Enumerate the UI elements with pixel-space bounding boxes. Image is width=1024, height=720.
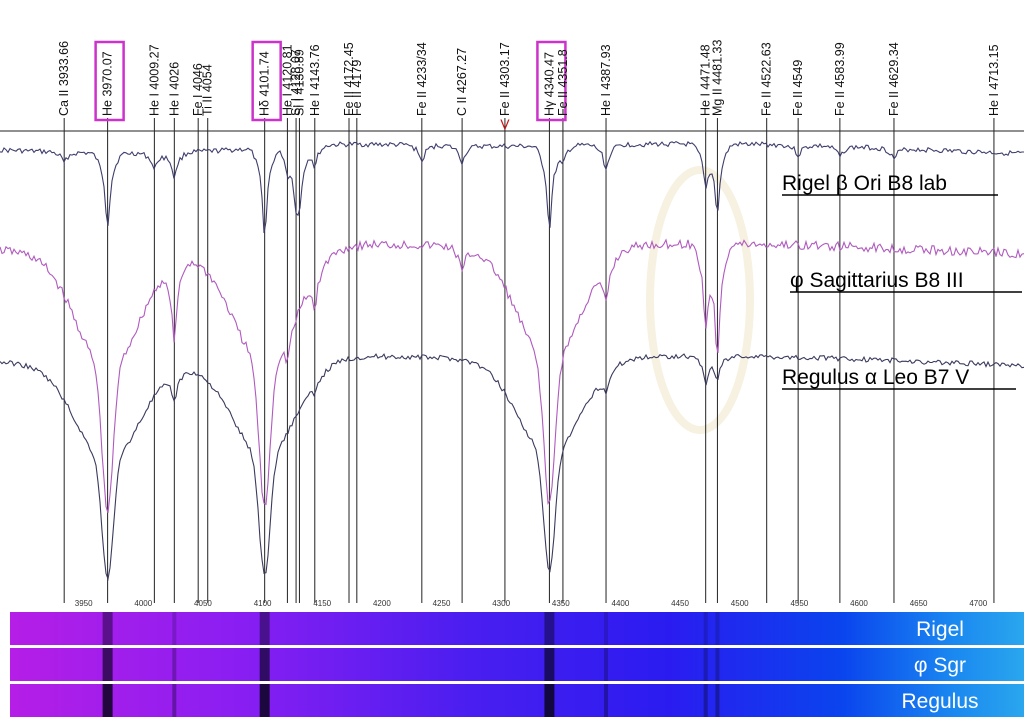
- strip-absorption-line: [102, 684, 113, 717]
- line-label-fe-ii-4549: Fe II 4549: [791, 60, 805, 116]
- line-label-he-i-4143-76: He I 4143.76: [308, 44, 322, 116]
- line-label-he-i-4471-48: He I 4471.48: [699, 44, 713, 116]
- line-label-he-i-4009-27: He I 4009.27: [147, 44, 161, 116]
- line-label-ti-ii-4054: Ti II 4054: [201, 64, 215, 116]
- line-label-ca-ii-3933-66: Ca II 3933.66: [57, 41, 71, 116]
- strip-absorption-line: [102, 612, 113, 645]
- faint-ellipse: [646, 166, 754, 434]
- x-tick-label-4150: 4150: [313, 599, 331, 608]
- highlight-box-h-4340-47: [536, 40, 567, 122]
- strip-absorption-line: [259, 684, 270, 717]
- series-line-rigel-ori-b8-lab: [0, 140, 1024, 234]
- strip-label-rigel: Rigel: [916, 618, 964, 641]
- spectrum-strip-regulus: [10, 684, 1024, 717]
- line-label-h-4340-47: Hγ 4340.47: [542, 52, 556, 116]
- x-axis-ticks: 3950 4000 4050 4100 4150 4200 4250 4300 4350 4400…: [75, 599, 988, 608]
- x-tick-label-4200: 4200: [373, 599, 391, 608]
- line-label-fe-ii-4522-63: Fe II 4522.63: [760, 42, 774, 116]
- spectra-series: [0, 140, 1024, 582]
- line-label-c-ii-4267-27: C II 4267.27: [455, 48, 469, 116]
- highlight-box-h-4101-74: [251, 40, 282, 122]
- strip-absorption-line: [102, 648, 113, 681]
- line-id-markers: [63, 118, 995, 603]
- line-label-fe-i-4046: Fe I 4046: [191, 63, 205, 116]
- x-tick-label-4050: 4050: [194, 599, 212, 608]
- spectrum-strip-rigel: [10, 612, 1024, 645]
- x-tick-label-4500: 4500: [731, 599, 749, 608]
- series-label-regulus-leo-b7-v: Regulus α Leo B7 V: [782, 366, 969, 389]
- x-tick-label-4650: 4650: [910, 599, 928, 608]
- strip-absorption-line: [259, 612, 270, 645]
- strip-absorption-line: [715, 648, 720, 681]
- x-tick-label-4350: 4350: [552, 599, 570, 608]
- x-tick-label-3950: 3950: [75, 599, 93, 608]
- line-label-fe-ii-4629-34: Fe II 4629.34: [887, 42, 901, 116]
- strip-absorption-line: [544, 684, 555, 717]
- x-tick-label-4450: 4450: [671, 599, 689, 608]
- line-label-si-i-4128-07: Si I 4128.07: [289, 49, 303, 116]
- line-label-he-3970-07: He 3970.07: [101, 51, 115, 116]
- faint-ellipse-artifact: [646, 166, 754, 434]
- line-label-si-i-4130-89: Si I 4130.89: [292, 49, 306, 116]
- strip-absorption-line: [544, 612, 555, 645]
- strip-absorption-line: [604, 612, 609, 645]
- strip-absorption-line: [703, 684, 708, 717]
- x-tick-label-4300: 4300: [492, 599, 510, 608]
- x-tick-label-4000: 4000: [134, 599, 152, 608]
- series-labels: Rigel β Ori B8 lab φ Sagittarius B8 III Re…: [782, 172, 1022, 390]
- line-label-fe-ii-4179: Fe II 4179: [350, 60, 364, 116]
- line-label-mg-ii-4481-33: Mg II 4481.33: [710, 40, 724, 116]
- x-tick-label-4100: 4100: [254, 599, 272, 608]
- line-id-labels: Ca II 3933.66 He 3970.07 He I 4009.27 He I …: [57, 40, 1001, 132]
- series-label-sagittarius-b8-iii: φ Sagittarius B8 III: [790, 269, 964, 292]
- series-line-sagittarius-b8-iii: [0, 238, 1024, 514]
- strip-absorption-line: [172, 612, 177, 645]
- strip-absorption-line: [715, 612, 720, 645]
- x-tick-label-4400: 4400: [612, 599, 630, 608]
- line-label-fe-ii-4351-8: Fe II 4351.8: [556, 49, 570, 116]
- x-tick-label-4550: 4550: [790, 599, 808, 608]
- strip-absorption-line: [259, 648, 270, 681]
- strip-absorption-line: [703, 612, 708, 645]
- strip-label-sgr: φ Sgr: [914, 654, 966, 677]
- line-label-fe-ii-4172-45: Fe II 4172.45: [342, 42, 356, 116]
- highlight-box-he-3970-07: [94, 40, 125, 122]
- strip-absorption-line: [604, 684, 609, 717]
- series-label-rigel-ori-b8-lab: Rigel β Ori B8 lab: [782, 172, 947, 195]
- x-tick-label-4700: 4700: [969, 599, 987, 608]
- strip-absorption-line: [703, 648, 708, 681]
- line-label-fe-ii-4583-99: Fe II 4583.99: [833, 42, 847, 116]
- strip-absorption-line: [172, 684, 177, 717]
- x-tick-label-4600: 4600: [850, 599, 868, 608]
- strip-absorption-line: [172, 648, 177, 681]
- line-label-he-i-4026: He I 4026: [167, 62, 181, 116]
- strip-absorption-line: [604, 648, 609, 681]
- series-line-regulus-leo-b7-v: [0, 353, 1024, 582]
- line-label-fe-ii-4233-34: Fe II 4233/34: [415, 42, 429, 116]
- strip-label-regulus: Regulus: [901, 690, 978, 713]
- strip-absorption-line: [715, 684, 720, 717]
- v-marker: V: [500, 116, 510, 132]
- line-label-he-i-4120-81: He I 4120.81: [280, 44, 294, 116]
- x-tick-label-4250: 4250: [433, 599, 451, 608]
- line-label-fe-ii-4303-17: Fe II 4303.17: [498, 42, 512, 116]
- line-label-h-4101-74: Hδ 4101.74: [258, 51, 272, 116]
- strip-absorption-line: [544, 648, 555, 681]
- spectrum-strip-sgr: [10, 648, 1024, 681]
- line-label-he-i-4713-15: He I 4713.15: [987, 44, 1001, 116]
- synthetic-spectrum-strips: Rigel φ Sgr Regulus: [10, 612, 1024, 717]
- line-label-he-i-4387-93: He I 4387.93: [599, 44, 613, 116]
